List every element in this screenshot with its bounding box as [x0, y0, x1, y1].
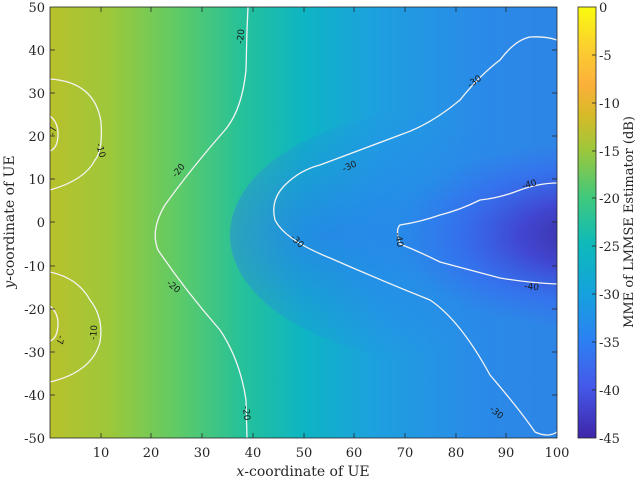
contour-label: -7 — [53, 334, 64, 345]
svg-text:70: 70 — [397, 446, 414, 461]
svg-text:-45: -45 — [599, 432, 620, 447]
colorbar — [577, 6, 597, 439]
svg-text:-5: -5 — [599, 49, 612, 64]
contour-label: -7 — [48, 126, 59, 137]
svg-text:-40: -40 — [24, 389, 45, 404]
contour-label: -20 — [240, 405, 251, 421]
colorbar-ticks — [592, 54, 596, 391]
svg-text:-30: -30 — [24, 346, 45, 361]
svg-text:60: 60 — [346, 446, 363, 461]
contour-label: -40 — [524, 282, 540, 293]
svg-text:20: 20 — [28, 130, 45, 145]
svg-text:10: 10 — [93, 446, 110, 461]
colorbar-label: MME of LMMSE Estimator (dB) — [622, 116, 637, 328]
svg-text:0: 0 — [37, 216, 45, 231]
svg-text:30: 30 — [28, 87, 45, 102]
contour-label: -10 — [89, 324, 100, 340]
svg-text:-25: -25 — [599, 240, 620, 255]
contour-label: -40 — [392, 232, 404, 248]
svg-text:-50: -50 — [24, 432, 45, 447]
x-ticks — [100, 7, 507, 438]
svg-text:-10: -10 — [24, 260, 45, 275]
y-ticks — [50, 49, 557, 396]
svg-text:-20: -20 — [24, 303, 45, 318]
svg-text:-40: -40 — [599, 384, 620, 399]
svg-text:-30: -30 — [599, 288, 620, 303]
colorbar-tick-labels: 0 -5 -10 -15 -20 -25 -30 -35 -40 -45 — [599, 1, 620, 447]
svg-text:10: 10 — [28, 173, 45, 188]
svg-text:-10: -10 — [599, 97, 620, 112]
svg-text:80: 80 — [448, 446, 465, 461]
contour-label: -20 — [236, 28, 247, 44]
svg-text:0: 0 — [599, 1, 607, 16]
contour-label: -10 — [93, 142, 107, 159]
x-axis-label: x-coordinate of UE — [236, 464, 369, 480]
svg-text:40: 40 — [28, 44, 45, 59]
plot-axes-box — [49, 6, 558, 439]
x-tick-labels: 10 20 30 40 50 60 70 80 90 100 — [93, 446, 570, 461]
y-axis-label: y-coordinate of UE — [2, 155, 18, 289]
svg-text:-20: -20 — [599, 192, 620, 207]
svg-text:-35: -35 — [599, 336, 620, 351]
svg-text:40: 40 — [245, 446, 262, 461]
svg-text:100: 100 — [545, 446, 570, 461]
heatmap-area: -7 -10 -7 -10 -20 -20 -20 -20 -30 -30 -3… — [48, 7, 557, 438]
svg-text:50: 50 — [296, 446, 313, 461]
svg-text:30: 30 — [194, 446, 211, 461]
contour-label: -40 — [521, 178, 538, 192]
svg-text:50: 50 — [28, 1, 45, 16]
y-tick-labels: 50 40 30 20 10 0 -10 -20 -30 -40 -50 — [24, 1, 45, 447]
svg-text:20: 20 — [143, 446, 160, 461]
svg-text:-15: -15 — [599, 145, 620, 160]
svg-text:90: 90 — [498, 446, 515, 461]
